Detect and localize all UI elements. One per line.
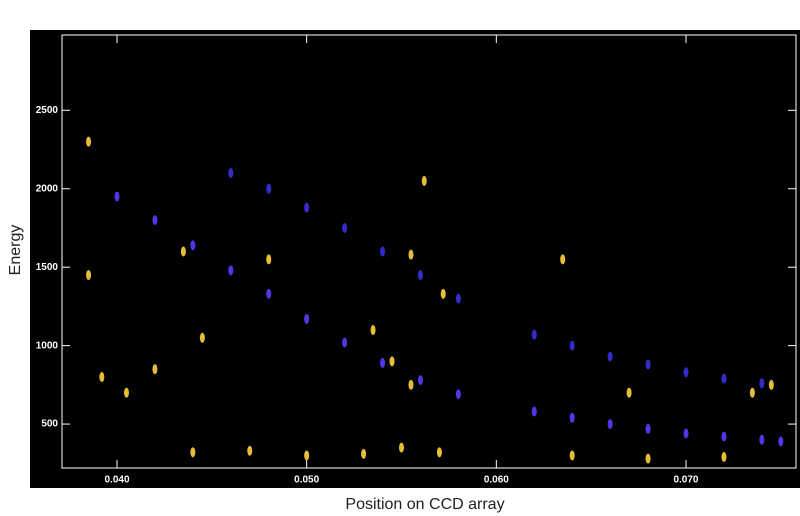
point (247, 445, 253, 456)
point (398, 442, 404, 453)
point (99, 372, 105, 383)
point (199, 332, 205, 343)
x-tick-label: 0.040 (104, 475, 129, 486)
point (304, 450, 310, 461)
point (86, 270, 92, 281)
point (266, 254, 272, 265)
point (417, 270, 423, 281)
y-tick-label: 2500 (36, 105, 59, 116)
point (569, 412, 575, 423)
point (645, 453, 651, 464)
point (380, 246, 386, 257)
point (759, 434, 765, 445)
point (683, 428, 689, 439)
point (342, 337, 348, 348)
point (768, 379, 774, 390)
plot-background (30, 30, 800, 488)
point (569, 450, 575, 461)
plot-frame (61, 34, 797, 469)
point (440, 288, 446, 299)
point (190, 240, 196, 251)
point (778, 436, 784, 447)
point (152, 364, 158, 375)
x-tick-label: 0.060 (484, 475, 509, 486)
x-tick-label: 0.050 (294, 475, 319, 486)
point (180, 246, 186, 257)
point (266, 288, 272, 299)
point (455, 293, 461, 304)
point (455, 389, 461, 400)
y-tick-label: 500 (41, 419, 58, 430)
point (370, 324, 376, 335)
point (436, 447, 442, 458)
point (114, 191, 120, 202)
point (607, 419, 613, 430)
point (645, 359, 651, 370)
point (123, 387, 129, 398)
point (645, 423, 651, 434)
point (759, 378, 765, 389)
point (683, 367, 689, 378)
point (721, 431, 727, 442)
point (626, 387, 632, 398)
point (152, 215, 158, 226)
point (266, 183, 272, 194)
point (421, 175, 427, 186)
point (569, 340, 575, 351)
point (361, 448, 367, 459)
point (86, 136, 92, 147)
point (721, 452, 727, 463)
x-axis-title: Position on CCD array (345, 496, 504, 513)
point (380, 357, 386, 368)
point (417, 375, 423, 386)
point (228, 168, 234, 179)
point (721, 373, 727, 384)
y-axis-title: Energy (7, 225, 24, 276)
point (408, 249, 414, 260)
point (342, 222, 348, 233)
point (408, 379, 414, 390)
point (560, 254, 566, 265)
point (228, 265, 234, 276)
point (304, 202, 310, 213)
point (304, 313, 310, 324)
point (531, 406, 537, 417)
y-tick-label: 1000 (36, 340, 59, 351)
y-tick-label: 2000 (36, 183, 59, 194)
point (531, 329, 537, 340)
point (389, 356, 395, 367)
x-tick-label: 0.070 (673, 475, 698, 486)
point (749, 387, 755, 398)
y-tick-label: 1500 (36, 262, 59, 273)
point (607, 351, 613, 362)
point (190, 447, 196, 458)
